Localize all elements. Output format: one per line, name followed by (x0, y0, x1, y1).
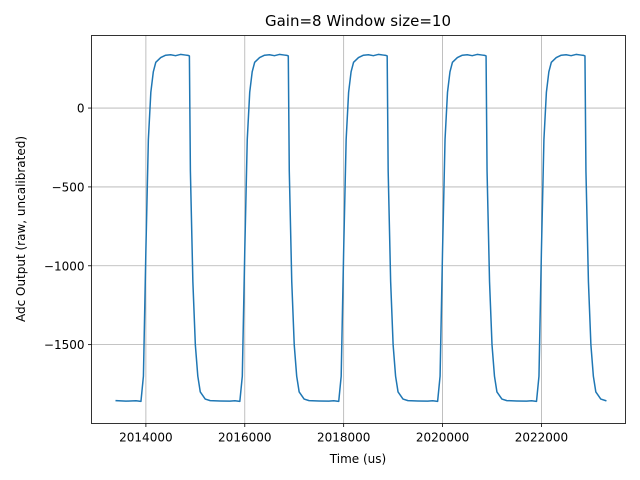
series-layer (115, 53, 607, 403)
x-axis: 2014000 2016000 2018000 2020000 2022000 (119, 423, 568, 445)
y-tick-label: 0 (77, 102, 85, 116)
y-tick-label: −500 (52, 180, 85, 194)
x-axis-label: Time (us) (329, 452, 386, 466)
y-tick-label: −1500 (44, 338, 85, 352)
plot-frame (91, 35, 626, 424)
x-tick-label: 2020000 (416, 431, 469, 445)
y-tick-label: −1000 (44, 259, 85, 273)
series-line-0 (115, 53, 607, 403)
x-tick-label: 2016000 (218, 431, 271, 445)
x-tick-label: 2018000 (317, 431, 370, 445)
y-axis-label: Adc Output (raw, uncalibrated) (14, 136, 28, 322)
chart-title: Gain=8 Window size=10 (265, 12, 451, 30)
y-axis: −1500 −1000 −500 0 (44, 102, 92, 352)
x-tick-label: 2022000 (515, 431, 568, 445)
grid (91, 35, 626, 424)
x-tick-label: 2014000 (119, 431, 172, 445)
